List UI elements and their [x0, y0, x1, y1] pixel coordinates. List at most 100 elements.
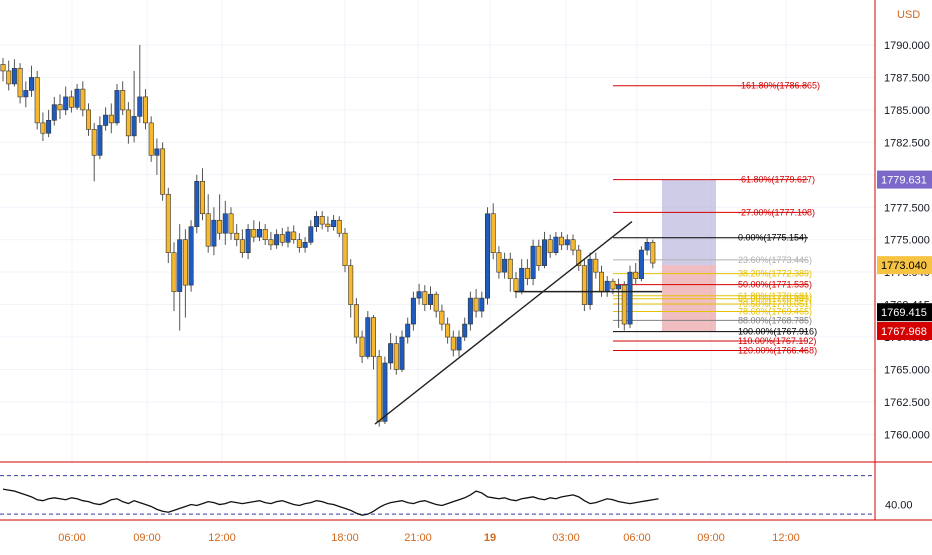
candle-body-60 [342, 232, 348, 266]
x-tick-4: 21:00 [404, 532, 432, 544]
candle-52 [296, 233, 302, 253]
candle-42 [239, 229, 245, 258]
candle-body-92 [524, 267, 530, 279]
candle-103 [587, 252, 593, 310]
candle-6 [34, 70, 40, 130]
candle-body-59 [336, 219, 342, 234]
price-badge-3 [877, 321, 932, 340]
candle-47 [268, 231, 274, 251]
candle-21 [120, 81, 126, 116]
candle-body-14 [80, 88, 86, 111]
candle-body-64 [365, 317, 371, 357]
candle-33 [188, 220, 194, 292]
candle-17 [97, 116, 103, 160]
candle-58 [331, 215, 337, 231]
candle-body-53 [302, 241, 308, 248]
trendline [374, 220, 633, 425]
candle-60 [342, 228, 348, 273]
candle-body-10 [57, 104, 63, 111]
candle-body-18 [103, 114, 109, 126]
candle-1 [6, 60, 12, 91]
candle-body-75 [427, 293, 433, 305]
y-tick-5: 1777.500 [884, 202, 930, 214]
fib-label-14: 120.00%(1766.468) [738, 345, 817, 355]
candle-body-9 [51, 104, 57, 121]
price-badge-label-0: 1779.631 [881, 175, 927, 187]
fib-label-6: 50.00%(1771.535) [738, 280, 812, 290]
candle-body-31 [177, 239, 183, 292]
candle-body-30 [171, 252, 177, 292]
fib-lines: -161.80%(1786.865) -61.80%(1779.627) -27.0… [613, 81, 820, 355]
candle-body-98 [559, 236, 565, 246]
x-tick-8: 09:00 [697, 532, 725, 544]
candle-body-82 [467, 297, 473, 325]
candle-body-113 [644, 241, 650, 251]
candle-109 [621, 281, 627, 331]
candle-body-12 [68, 96, 74, 108]
candle-70 [399, 330, 405, 373]
candle-114 [650, 239, 656, 269]
candle-body-94 [536, 245, 542, 266]
candle-body-26 [148, 122, 154, 156]
candle-body-27 [154, 148, 160, 156]
candle-3 [17, 63, 23, 104]
candle-body-38 [217, 219, 223, 234]
candle-95 [541, 231, 547, 269]
candle-23 [131, 70, 137, 143]
candle-79 [450, 330, 456, 357]
candle-body-29 [165, 193, 171, 253]
candle-body-42 [239, 239, 245, 253]
candle-body-101 [576, 249, 582, 266]
candle-body-36 [205, 213, 211, 247]
candle-61 [348, 259, 354, 318]
candle-body-104 [593, 258, 599, 273]
price-badge-2 [877, 303, 932, 322]
candle-65 [370, 314, 376, 370]
candle-body-93 [530, 245, 536, 279]
candle-body-34 [194, 180, 200, 228]
position-reward-zone [662, 179, 716, 266]
candle-54 [308, 220, 314, 245]
candle-50 [285, 226, 291, 248]
candles [0, 45, 656, 427]
candle-96 [547, 234, 553, 258]
candle-35 [200, 168, 206, 221]
candle-68 [388, 333, 394, 370]
candle-113 [644, 237, 650, 256]
candle-body-73 [416, 291, 422, 299]
candle-body-17 [97, 125, 103, 156]
candle-94 [536, 239, 542, 271]
position-box[interactable] [662, 179, 716, 331]
candle-84 [479, 291, 485, 318]
fib-label-10: 78.60%(1769.465) [738, 307, 812, 317]
candle-body-44 [251, 229, 257, 238]
candle-81 [462, 317, 468, 341]
candle-body-107 [610, 280, 616, 290]
candle-body-71 [405, 323, 411, 338]
candle-body-83 [473, 297, 479, 312]
fib-label-5: 38.20%(1772.389) [738, 269, 812, 279]
candle-97 [553, 231, 559, 256]
candle-92 [524, 259, 530, 286]
candle-body-0 [0, 64, 6, 72]
candle-41 [234, 224, 240, 247]
drawings[interactable] [374, 220, 662, 425]
candle-body-80 [456, 336, 462, 351]
candle-body-19 [108, 114, 114, 124]
candle-71 [405, 317, 411, 344]
candle-body-91 [519, 267, 525, 292]
candle-14 [80, 81, 86, 117]
candle-25 [143, 89, 149, 130]
candle-body-77 [439, 310, 445, 325]
candle-body-89 [507, 258, 513, 279]
currency-label: USD [897, 9, 920, 21]
candle-body-15 [86, 109, 92, 130]
candle-body-68 [388, 343, 394, 364]
candle-body-100 [570, 239, 576, 251]
candle-31 [177, 224, 183, 331]
candle-19 [108, 103, 114, 134]
fib-label-9: 70.50%(1770.051) [738, 299, 812, 309]
candle-55 [313, 211, 319, 232]
